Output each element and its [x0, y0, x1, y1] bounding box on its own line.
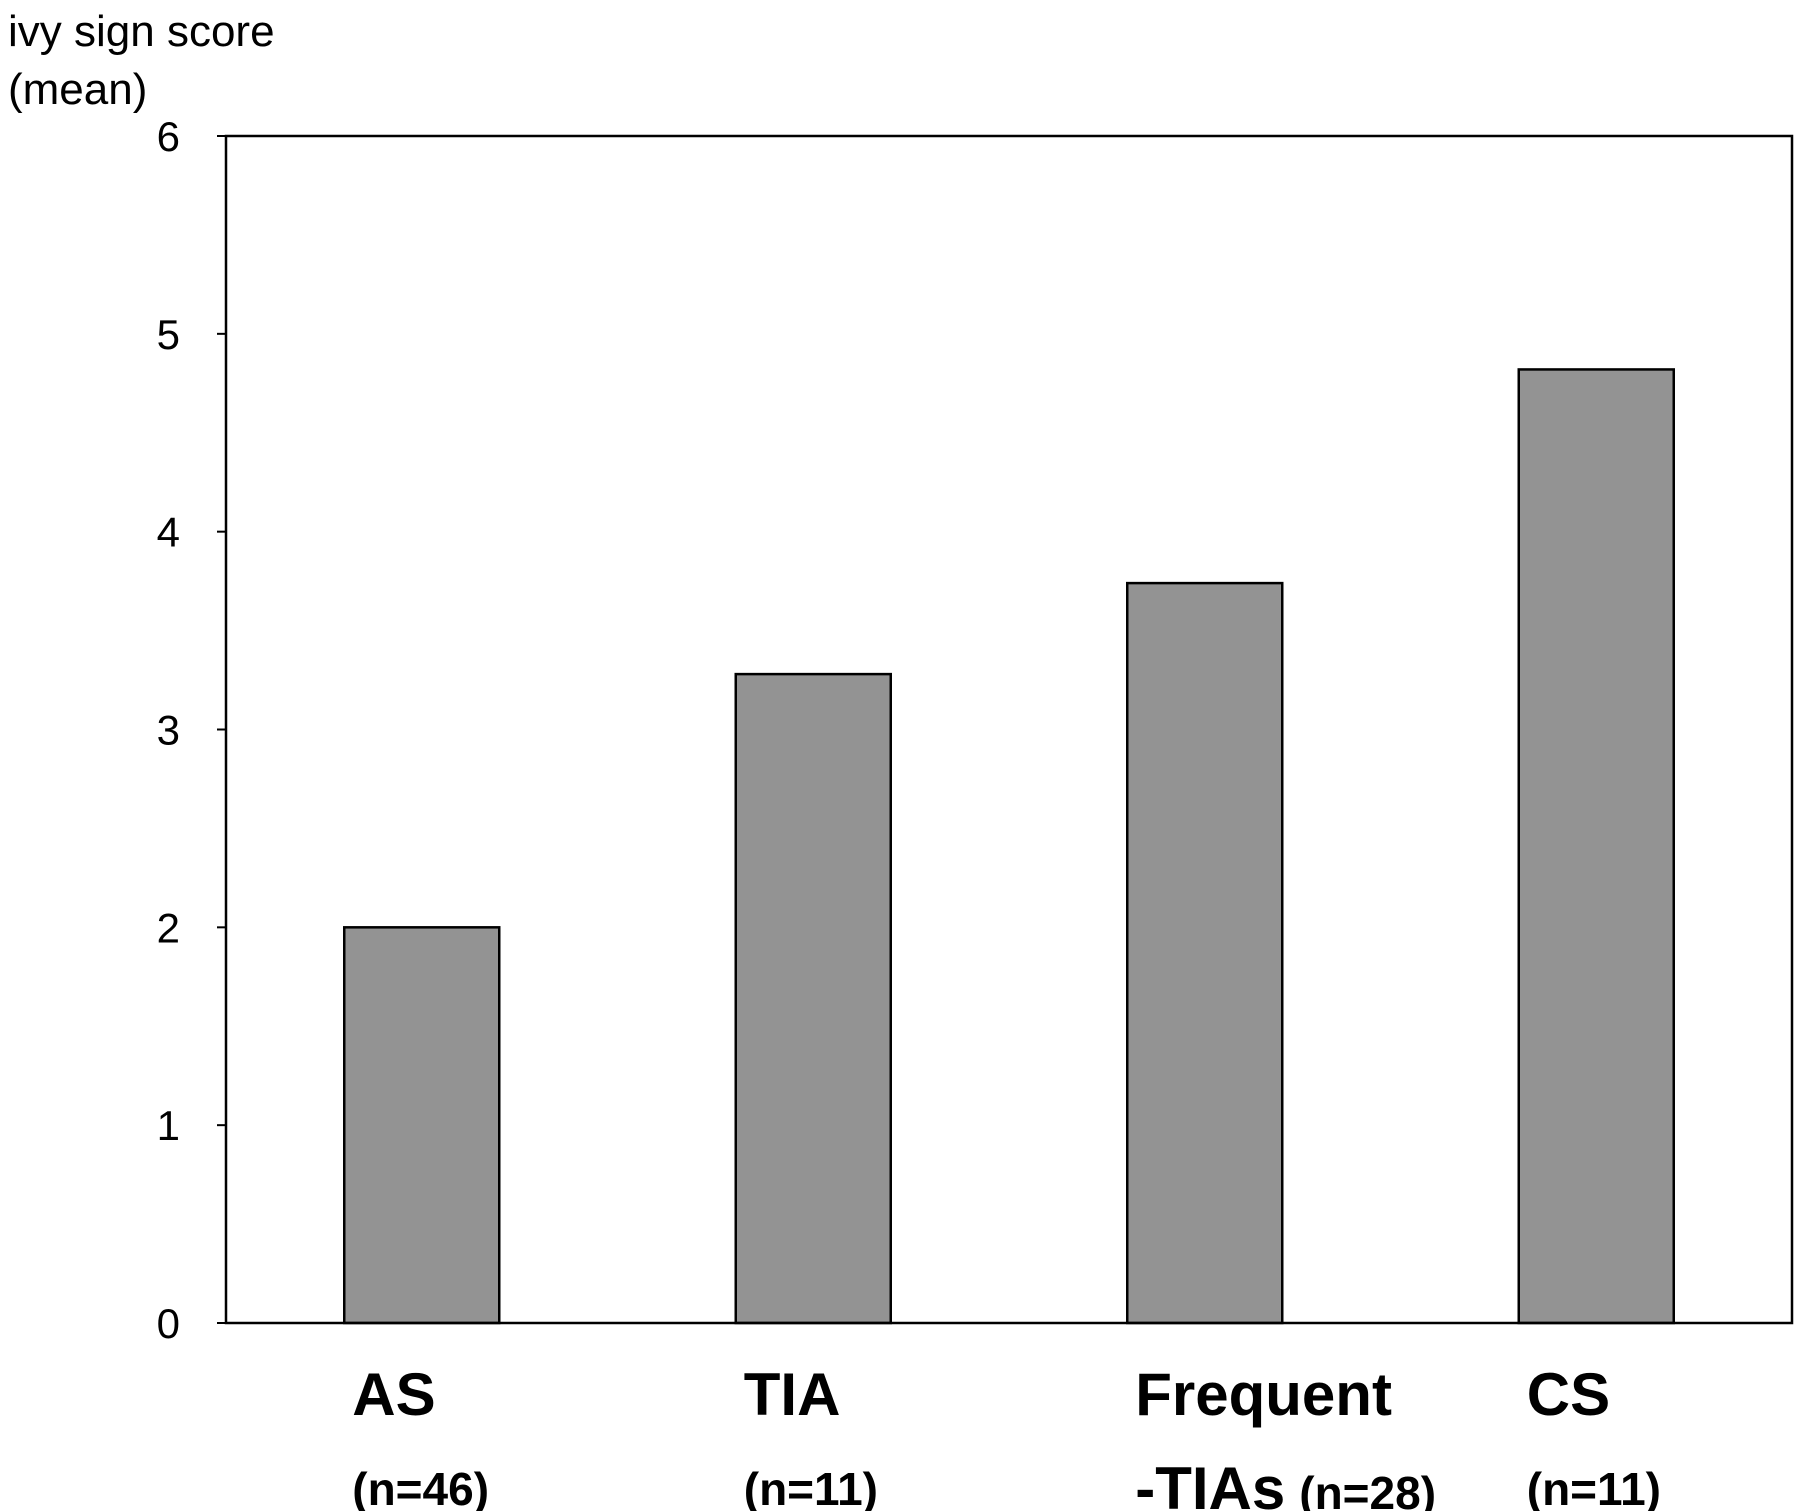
y-tick-label: 2	[157, 904, 180, 951]
y-tick-label: 3	[157, 707, 180, 754]
x-category-label: Frequent	[1135, 1361, 1392, 1428]
y-tick-label: 5	[157, 311, 180, 358]
y-axis-label: ivy sign score (mean)	[8, 7, 275, 114]
bar	[343, 926, 501, 1325]
y-tick-label: 0	[157, 1300, 180, 1347]
bar	[1126, 581, 1284, 1325]
x-category-count: (n=28)	[1299, 1467, 1436, 1511]
x-category-label: -TIAs	[1135, 1455, 1285, 1511]
bar	[1517, 368, 1675, 1325]
y-tick-label: 6	[157, 113, 180, 160]
x-category-count: (n=11)	[1527, 1463, 1661, 1511]
x-category-label: AS	[352, 1361, 435, 1428]
plot-area-frame	[224, 134, 1794, 1325]
y-axis-label-line: ivy sign score	[8, 7, 275, 56]
x-category-count: (n=46)	[352, 1463, 489, 1511]
y-tick-label: 1	[157, 1102, 180, 1149]
x-category-label: TIA	[744, 1361, 841, 1428]
y-axis-ticks: 0 1 2 3 4 5 6	[157, 113, 226, 1347]
bars	[343, 368, 1675, 1325]
x-category-label: CS	[1527, 1361, 1610, 1428]
y-axis-label-line: (mean)	[8, 65, 147, 114]
x-axis-labels: AS (n=46) TIA (n=11) Frequent -TIAs (n=28) CS (n…	[352, 1361, 1661, 1511]
x-category-count: (n=11)	[744, 1463, 878, 1511]
bar	[734, 672, 892, 1325]
y-tick-label: 4	[157, 509, 180, 556]
